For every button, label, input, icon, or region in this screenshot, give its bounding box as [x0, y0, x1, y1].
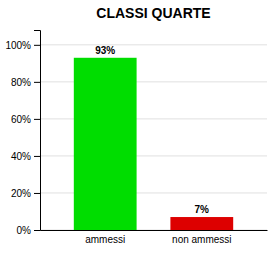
x-tick: non ammessi	[172, 234, 231, 245]
y-tick-mark	[34, 45, 40, 46]
bar	[74, 58, 137, 230]
data-labels: 93% 7%	[95, 45, 209, 215]
data-label: 7%	[195, 204, 210, 215]
y-tick-mark	[34, 82, 40, 83]
bars	[74, 58, 233, 230]
y-tick-mark	[34, 156, 40, 157]
y-tick-label: 40%	[11, 151, 31, 162]
y-axis-line	[34, 31, 41, 231]
y-tick-label: 80%	[11, 77, 31, 88]
grid	[40, 45, 267, 230]
y-tick-label: 0%	[17, 225, 32, 236]
y-tick-mark	[34, 193, 40, 194]
data-label: 93%	[95, 45, 115, 56]
x-tick-label: non ammessi	[172, 234, 231, 245]
y-tick: 20%	[11, 188, 40, 199]
x-tick: ammessi	[85, 234, 125, 245]
y-axis: 0% 20% 40% 60% 80% 100%	[5, 31, 40, 236]
y-tick: 100%	[5, 40, 40, 51]
y-tick-label: 100%	[5, 40, 31, 51]
x-axis-line	[41, 230, 268, 231]
y-tick-mark	[34, 230, 40, 231]
title: CLASSI QUARTE	[96, 5, 210, 21]
y-tick-label: 20%	[11, 188, 31, 199]
y-tick: 0%	[17, 225, 40, 236]
y-tick: 80%	[11, 77, 40, 88]
x-tick-label: ammessi	[85, 234, 125, 245]
bar	[170, 217, 233, 230]
chart: 0% 20% 40% 60% 80% 100% ammessi non ammessi 93% 7…	[0, 0, 279, 254]
grid-line	[40, 44, 267, 45]
y-tick: 60%	[11, 114, 40, 125]
y-tick: 40%	[11, 151, 40, 162]
x-axis: ammessi non ammessi	[41, 231, 268, 246]
y-tick-mark	[34, 119, 40, 120]
y-tick-label: 60%	[11, 114, 31, 125]
plot: 0% 20% 40% 60% 80% 100% ammessi non ammessi 93% 7…	[5, 31, 267, 246]
